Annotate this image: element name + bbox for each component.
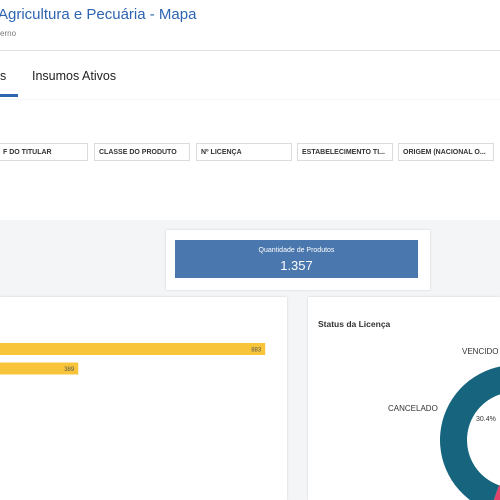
filter[interactable]: ORIGEM (NACIONAL O... bbox=[398, 143, 494, 161]
value-label: 389 bbox=[64, 367, 75, 373]
value-label: 30.4% bbox=[476, 416, 496, 423]
bar-chart: 8833893818 bbox=[0, 297, 287, 500]
filter[interactable]: ESTABELECIMENTO TI... bbox=[297, 143, 393, 161]
value-label: 883 bbox=[251, 348, 262, 354]
top-bar: Agricultura e Pecuária - Mapa erno bbox=[0, 0, 500, 51]
chart-title: Status da Licença bbox=[318, 319, 391, 329]
kpi-value: 1.357 bbox=[280, 258, 313, 273]
filter[interactable]: F DO TITULAR bbox=[0, 143, 88, 161]
donut-chart: Status da Licença CANCELADO VENCIDO 30.4% bbox=[308, 297, 500, 500]
filter[interactable]: Nº LICENÇA bbox=[196, 143, 292, 161]
kpi-card: Quantidade de Produtos 1.357 bbox=[166, 230, 430, 290]
filter[interactable]: CLASSE DO PRODUTO bbox=[94, 143, 190, 161]
donut-segment bbox=[440, 366, 500, 500]
bar bbox=[0, 343, 266, 355]
app-title: Agricultura e Pecuária - Mapa bbox=[0, 6, 197, 23]
filter-panel: F DO TITULAR CLASSE DO PRODUTO Nº LICENÇ… bbox=[0, 100, 500, 220]
tab[interactable]: s bbox=[0, 69, 7, 83]
segment-label: CANCELADO bbox=[388, 404, 438, 413]
kpi-box: Quantidade de Produtos 1.357 bbox=[175, 240, 418, 278]
bar bbox=[0, 362, 79, 375]
active-tab-indicator bbox=[0, 94, 18, 97]
donut-segment bbox=[493, 485, 500, 500]
app-subtitle: erno bbox=[0, 29, 17, 38]
tab[interactable]: Insumos Ativos bbox=[32, 69, 117, 83]
tab-bar: s Insumos Ativos bbox=[0, 51, 500, 99]
kpi-label: Quantidade de Produtos bbox=[258, 247, 335, 254]
segment-label: VENCIDO bbox=[462, 347, 498, 356]
